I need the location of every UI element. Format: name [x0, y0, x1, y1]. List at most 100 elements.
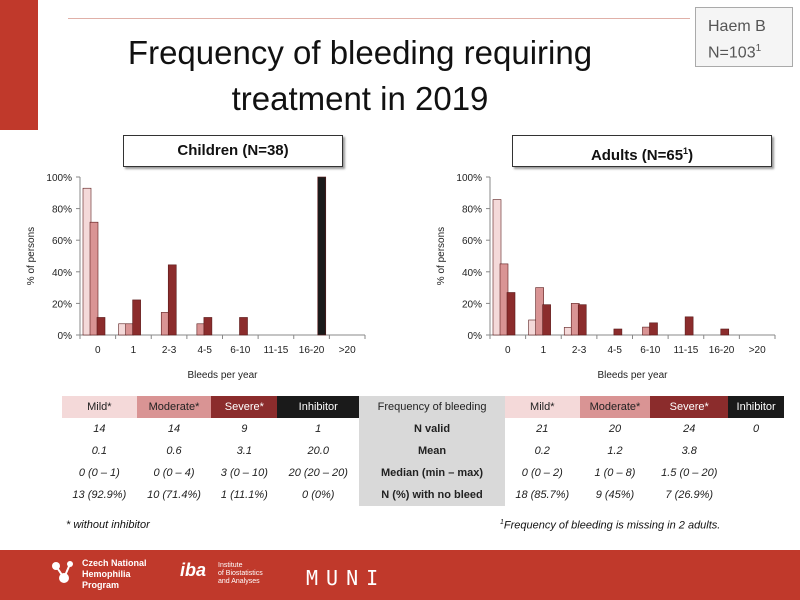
bar-moderate — [89, 221, 99, 336]
table-cell: 3.1 — [236, 445, 252, 457]
bar-severe — [132, 299, 141, 336]
table-cell: 1 (0 – 8) — [594, 467, 636, 479]
badge-line-2: N=1031 — [708, 38, 792, 64]
logo2-subtext: Institute of Biostatistics and Analyses — [218, 562, 263, 585]
x-tick-label: 4-5 — [607, 345, 622, 356]
header-cell: Mild* — [62, 396, 137, 418]
y-tick-label: 0% — [468, 331, 483, 342]
network-icon — [52, 561, 73, 583]
y-tick-label: 60% — [462, 236, 482, 247]
table-cell: 3 (0 – 10) — [220, 467, 268, 479]
badge-sup: 1 — [755, 43, 762, 54]
bar-inhibitor — [317, 176, 327, 336]
x-tick-label: 0 — [95, 345, 101, 356]
table-row: 14 14 9 1 N valid 21 20 24 0 — [62, 418, 784, 440]
table-cell — [728, 462, 784, 484]
table-row: 0 (0 – 1) 0 (0 – 4) 3 (0 – 10) 20 (20 – … — [62, 462, 784, 484]
table-row: 13 (92.9%) 10 (71.4%) 1 (11.1%) 0 (0%) N… — [62, 484, 784, 506]
table-cell: 0 — [753, 423, 760, 435]
y-axis-label: % of persons — [26, 227, 37, 285]
header-cell: Moderate* — [136, 396, 212, 418]
footnote-sup: 1 — [500, 519, 504, 526]
x-axis-label: Bleeds per year — [187, 370, 258, 381]
y-tick-label: 100% — [456, 173, 482, 184]
x-tick-label: 6-10 — [640, 345, 660, 356]
table-cell: 14 — [93, 423, 106, 435]
table-cell: 7 (26.9%) — [665, 489, 714, 501]
y-tick-label: 60% — [52, 236, 72, 247]
table-cell: 13 (92.9%) — [72, 489, 127, 501]
table-row: 0.1 0.6 3.1 20.0 Mean 0.2 1.2 3.8 — [62, 440, 784, 462]
children-bar-chart: 0% 20% 40% 60% 80% 100% 0 1 2-3 4-5 6-10 11-15 16-20… — [26, 173, 366, 381]
bar-severe — [684, 316, 694, 336]
x-tick-label: 4-5 — [197, 345, 212, 356]
table-cell: 0 (0 – 1) — [78, 467, 120, 479]
table-cell: 14 — [167, 423, 181, 435]
table-cell: 21 — [536, 423, 549, 435]
table-cell: 1.5 (0 – 20) — [661, 467, 718, 479]
table-cell: 1.2 — [607, 445, 623, 457]
header-cell: Severe* — [650, 396, 729, 418]
iba-logo: iba Institute of Biostatistics and Analy… — [180, 560, 263, 585]
bar-severe — [577, 304, 587, 336]
footnote-text: Frequency of bleeding is missing in 2 ad… — [503, 519, 721, 532]
bar-severe — [167, 264, 177, 336]
badge-line-1: Haem B — [708, 18, 766, 35]
y-tick-label: 20% — [52, 299, 72, 310]
row-label: N valid — [359, 418, 505, 440]
bar-severe — [649, 322, 658, 336]
table-cell: 0.6 — [166, 445, 182, 457]
footnote-inhibitor: * without inhibitor — [66, 519, 150, 531]
bar-severe — [239, 317, 248, 336]
header-cell: Frequency of bleeding — [359, 396, 505, 418]
adults-bar-chart: 0% 20% 40% 60% 80% 100% 0 1 2-3 4-5 6-10 11-15 16-20… — [436, 173, 776, 381]
x-tick-label: 0 — [505, 345, 511, 356]
table-header-row: Mild* Moderate* Severe* Inhibitor Freque… — [62, 396, 784, 418]
bar-severe — [613, 328, 623, 336]
table-cell: 18 (85.7%) — [515, 489, 570, 501]
adults-title-text: Adults (N=65 — [590, 147, 684, 164]
hemophilia-program-logo: Czech National Hemophilia Program — [50, 558, 150, 594]
badge-n: N=103 — [708, 44, 756, 62]
header-cell: Inhibitor — [728, 396, 784, 418]
x-tick-label: 2-3 — [572, 345, 587, 356]
x-tick-label: >20 — [749, 345, 766, 356]
stats-table: Mild* Moderate* Severe* Inhibitor Freque… — [62, 396, 784, 506]
bar-severe — [506, 292, 516, 336]
logo1-text: Czech National Hemophilia Program — [82, 558, 147, 590]
adults-chart-title: Adults (N=651) — [512, 135, 772, 167]
x-axis-label: Bleeds per year — [597, 370, 668, 381]
table-cell: 0 (0 – 4) — [153, 467, 195, 479]
row-label: Median (min – max) — [359, 462, 505, 484]
table-cell: 24 — [683, 423, 696, 435]
adults-title-sup: 1 — [683, 146, 689, 156]
row-label: N (%) with no bleed — [359, 484, 505, 506]
adults-title-end: ) — [688, 147, 694, 164]
header-cell: Severe* — [211, 396, 278, 418]
y-tick-label: 20% — [462, 299, 482, 310]
bar-severe — [203, 317, 213, 336]
title-line-1: Frequency of bleeding requiring — [127, 34, 593, 71]
row-label: Mean — [359, 440, 505, 462]
x-tick-label: 6-10 — [230, 345, 250, 356]
table-cell: 9 — [241, 423, 248, 435]
x-tick-label: 11-15 — [674, 345, 699, 356]
header-cell: Moderate* — [579, 396, 651, 418]
table-cell: 1 (11.1%) — [220, 489, 268, 501]
x-tick-label: 16-20 — [299, 345, 325, 356]
table-cell — [728, 484, 784, 506]
table-cell: 20.0 — [307, 445, 329, 457]
x-tick-label: 1 — [541, 345, 547, 356]
table-cell: 20 — [608, 423, 622, 435]
x-tick-label: >20 — [339, 345, 356, 356]
y-tick-label: 100% — [46, 173, 72, 184]
x-tick-label: 11-15 — [264, 345, 289, 356]
children-chart-title: Children (N=38) — [123, 135, 343, 167]
y-tick-label: 40% — [52, 268, 72, 279]
table-cell: 0 (0%) — [302, 489, 335, 501]
bar-severe — [542, 304, 551, 336]
table-cell: 1 — [315, 423, 322, 435]
table-cell: 0.2 — [534, 445, 550, 457]
table-cell: 0 (0 – 2) — [521, 467, 563, 479]
bar-severe — [720, 328, 730, 336]
